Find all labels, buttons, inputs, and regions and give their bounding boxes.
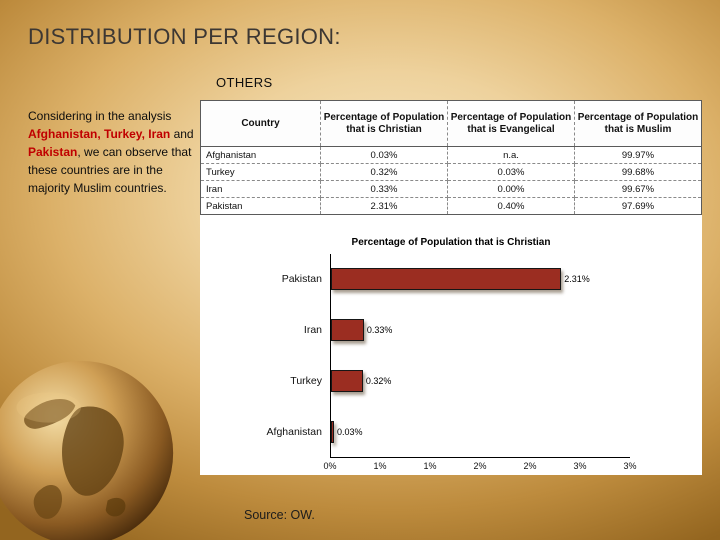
country-cell: Afghanistan	[200, 146, 321, 164]
table-header-cell: Percentage of Population that is Christi…	[320, 100, 448, 147]
value-cell: 0.40%	[447, 197, 575, 215]
category-label: Afghanistan	[266, 425, 322, 438]
globe-graphic	[0, 360, 174, 540]
slide-subtitle: OTHERS	[216, 75, 273, 90]
category-label: Pakistan	[281, 273, 322, 286]
table-row: Iran 0.33% 0.00% 99.67%	[200, 180, 702, 198]
table-row: Afghanistan 0.03% n.a. 99.97%	[200, 146, 702, 164]
bar	[331, 420, 334, 443]
x-tick-label: 0%	[323, 461, 337, 471]
table-header-cell: Percentage of Population that is Muslim	[574, 100, 702, 147]
value-cell: 0.32%	[320, 163, 448, 181]
category-label: Iran	[303, 324, 322, 337]
commentary-segment: , we can observe that these countries ar…	[28, 145, 192, 195]
x-tick-label: 2%	[473, 461, 487, 471]
chart-plot: Pakistan 2.31% Iran 0.33% Turkey 0.32% Afghani…	[267, 254, 630, 458]
globe-image	[0, 358, 176, 540]
bar	[331, 268, 562, 291]
x-tick-label: 3%	[623, 461, 637, 471]
bar	[331, 319, 364, 342]
value-cell: 99.68%	[574, 163, 702, 181]
content-panel: Country Percentage of Population that is …	[200, 100, 702, 475]
table-header-cell: Country	[200, 100, 321, 147]
value-cell: 0.03%	[447, 163, 575, 181]
bar-row: Afghanistan 0.03%	[267, 406, 630, 457]
value-cell: 97.69%	[574, 197, 702, 215]
x-tick-label: 1%	[423, 461, 437, 471]
bar-row: Iran 0.33%	[304, 305, 630, 356]
x-tick-label: 1%	[373, 461, 387, 471]
highlighted-countries: Afghanistan, Turkey, Iran	[28, 127, 171, 141]
value-cell: 0.00%	[447, 180, 575, 198]
x-tick-label: 2%	[523, 461, 537, 471]
value-cell: n.a.	[447, 146, 575, 164]
highlighted-country: Pakistan	[28, 145, 78, 159]
bar	[331, 369, 363, 392]
country-cell: Iran	[200, 180, 321, 198]
table-row: Pakistan 2.31% 0.40% 97.69%	[200, 197, 702, 215]
table-header-cell: Percentage of Population that is Evangel…	[447, 100, 575, 147]
x-tick-label: 3%	[573, 461, 587, 471]
country-cell: Pakistan	[200, 197, 321, 215]
chart-title: Percentage of Population that is Christi…	[351, 237, 551, 248]
commentary-segment: Considering in the analysis	[28, 109, 172, 123]
country-cell: Turkey	[200, 163, 321, 181]
category-label: Turkey	[290, 374, 322, 387]
table-body: Afghanistan 0.03% n.a. 99.97% Turkey 0.32% 0.0…	[200, 146, 702, 215]
data-table: Country Percentage of Population that is …	[200, 100, 702, 215]
commentary-text: Considering in the analysis Afghanistan,…	[28, 107, 194, 197]
value-cell: 0.03%	[320, 146, 448, 164]
bar-row: Pakistan 2.31%	[282, 254, 630, 305]
value-cell: 99.67%	[574, 180, 702, 198]
table-row: Turkey 0.32% 0.03% 99.68%	[200, 163, 702, 181]
bar-value-label: 2.31%	[564, 274, 590, 285]
bar-chart: Percentage of Population that is Christi…	[200, 237, 702, 474]
bar-value-label: 0.32%	[365, 375, 392, 386]
bar-value-label: 0.03%	[336, 426, 363, 437]
value-cell: 0.33%	[320, 180, 448, 198]
bar-row: Turkey 0.32%	[290, 356, 630, 407]
value-cell: 2.31%	[320, 197, 448, 215]
source-text: Source: OW.	[244, 508, 315, 522]
slide-title: DISTRIBUTION PER REGION:	[28, 24, 341, 49]
value-cell: 99.97%	[574, 146, 702, 164]
bar-value-label: 0.33%	[366, 325, 393, 336]
chart-xticks: 0% 1% 1% 2% 2% 3% 3%	[323, 461, 636, 474]
commentary-segment: and	[170, 127, 194, 141]
table-header-row: Country Percentage of Population that is …	[200, 100, 702, 147]
